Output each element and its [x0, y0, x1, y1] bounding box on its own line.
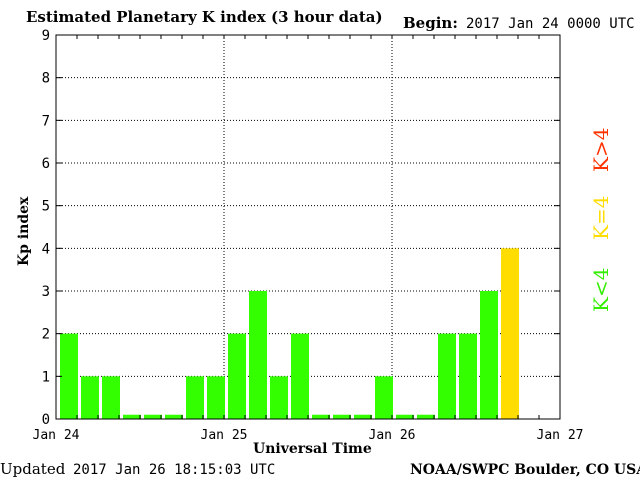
kp-bar [144, 414, 162, 419]
updated-value: 2017 Jan 26 18:15:03 UTC [73, 462, 275, 478]
kp-bar [459, 333, 477, 419]
kp-bar [60, 333, 78, 419]
y-tick-label: 8 [42, 71, 50, 87]
x-tick-label: Jan 25 [201, 428, 248, 443]
kp-bar [333, 414, 351, 419]
kp-bar [291, 333, 309, 419]
y-axis-title: Kp index [16, 196, 32, 266]
chart-title: Estimated Planetary K index (3 hour data… [26, 8, 383, 26]
x-tick-label: Jan 24 [33, 428, 80, 443]
kp-bar [312, 414, 330, 419]
grid-lines [56, 35, 560, 419]
y-tick-label: 6 [42, 156, 50, 172]
kp-bar [249, 291, 267, 419]
kp-bar [501, 248, 519, 419]
y-tick-label: 1 [42, 369, 50, 385]
kp-bar [228, 333, 246, 419]
y-tick-label: 7 [42, 113, 50, 129]
kp-bar [186, 376, 204, 419]
kp-bar [81, 376, 99, 419]
kp-bar [396, 414, 414, 419]
bar-series [60, 248, 519, 419]
y-tick-label: 2 [42, 327, 50, 343]
kp-bar [270, 376, 288, 419]
x-axis-title: Universal Time [253, 441, 372, 457]
y-tick-label: 5 [42, 199, 50, 215]
y-tick-label: 9 [42, 28, 50, 44]
kp-bar [480, 291, 498, 419]
kp-bar [354, 414, 372, 419]
kp-bar [375, 376, 393, 419]
begin-value: 2017 Jan 24 0000 UTC [466, 16, 635, 32]
kp-bar [207, 376, 225, 419]
x-tick-label: Jan 26 [369, 428, 416, 443]
legend-low: K<4 [589, 268, 613, 312]
credit-text: NOAA/SWPC Boulder, CO USA [410, 462, 640, 478]
x-tick-label: Jan 27 [537, 428, 584, 443]
kp-bar [123, 414, 141, 419]
legend-equal: K=4 [589, 196, 613, 240]
kp-bar [438, 333, 456, 419]
y-tick-label: 3 [42, 284, 50, 300]
y-tick-label: 4 [42, 241, 50, 257]
kp-bar [417, 414, 435, 419]
updated-label: Updated [0, 460, 66, 478]
begin-label: Begin: [403, 14, 458, 32]
kp-bar [165, 414, 183, 419]
legend-high: K>4 [589, 128, 613, 172]
y-tick-label: 0 [42, 412, 50, 428]
axis-ticks: 0 1 2 3 4 5 6 7 8 9 Jan 24 Jan 25 Jan 26 Jan 27 [33, 28, 584, 443]
kp-bar [102, 376, 120, 419]
